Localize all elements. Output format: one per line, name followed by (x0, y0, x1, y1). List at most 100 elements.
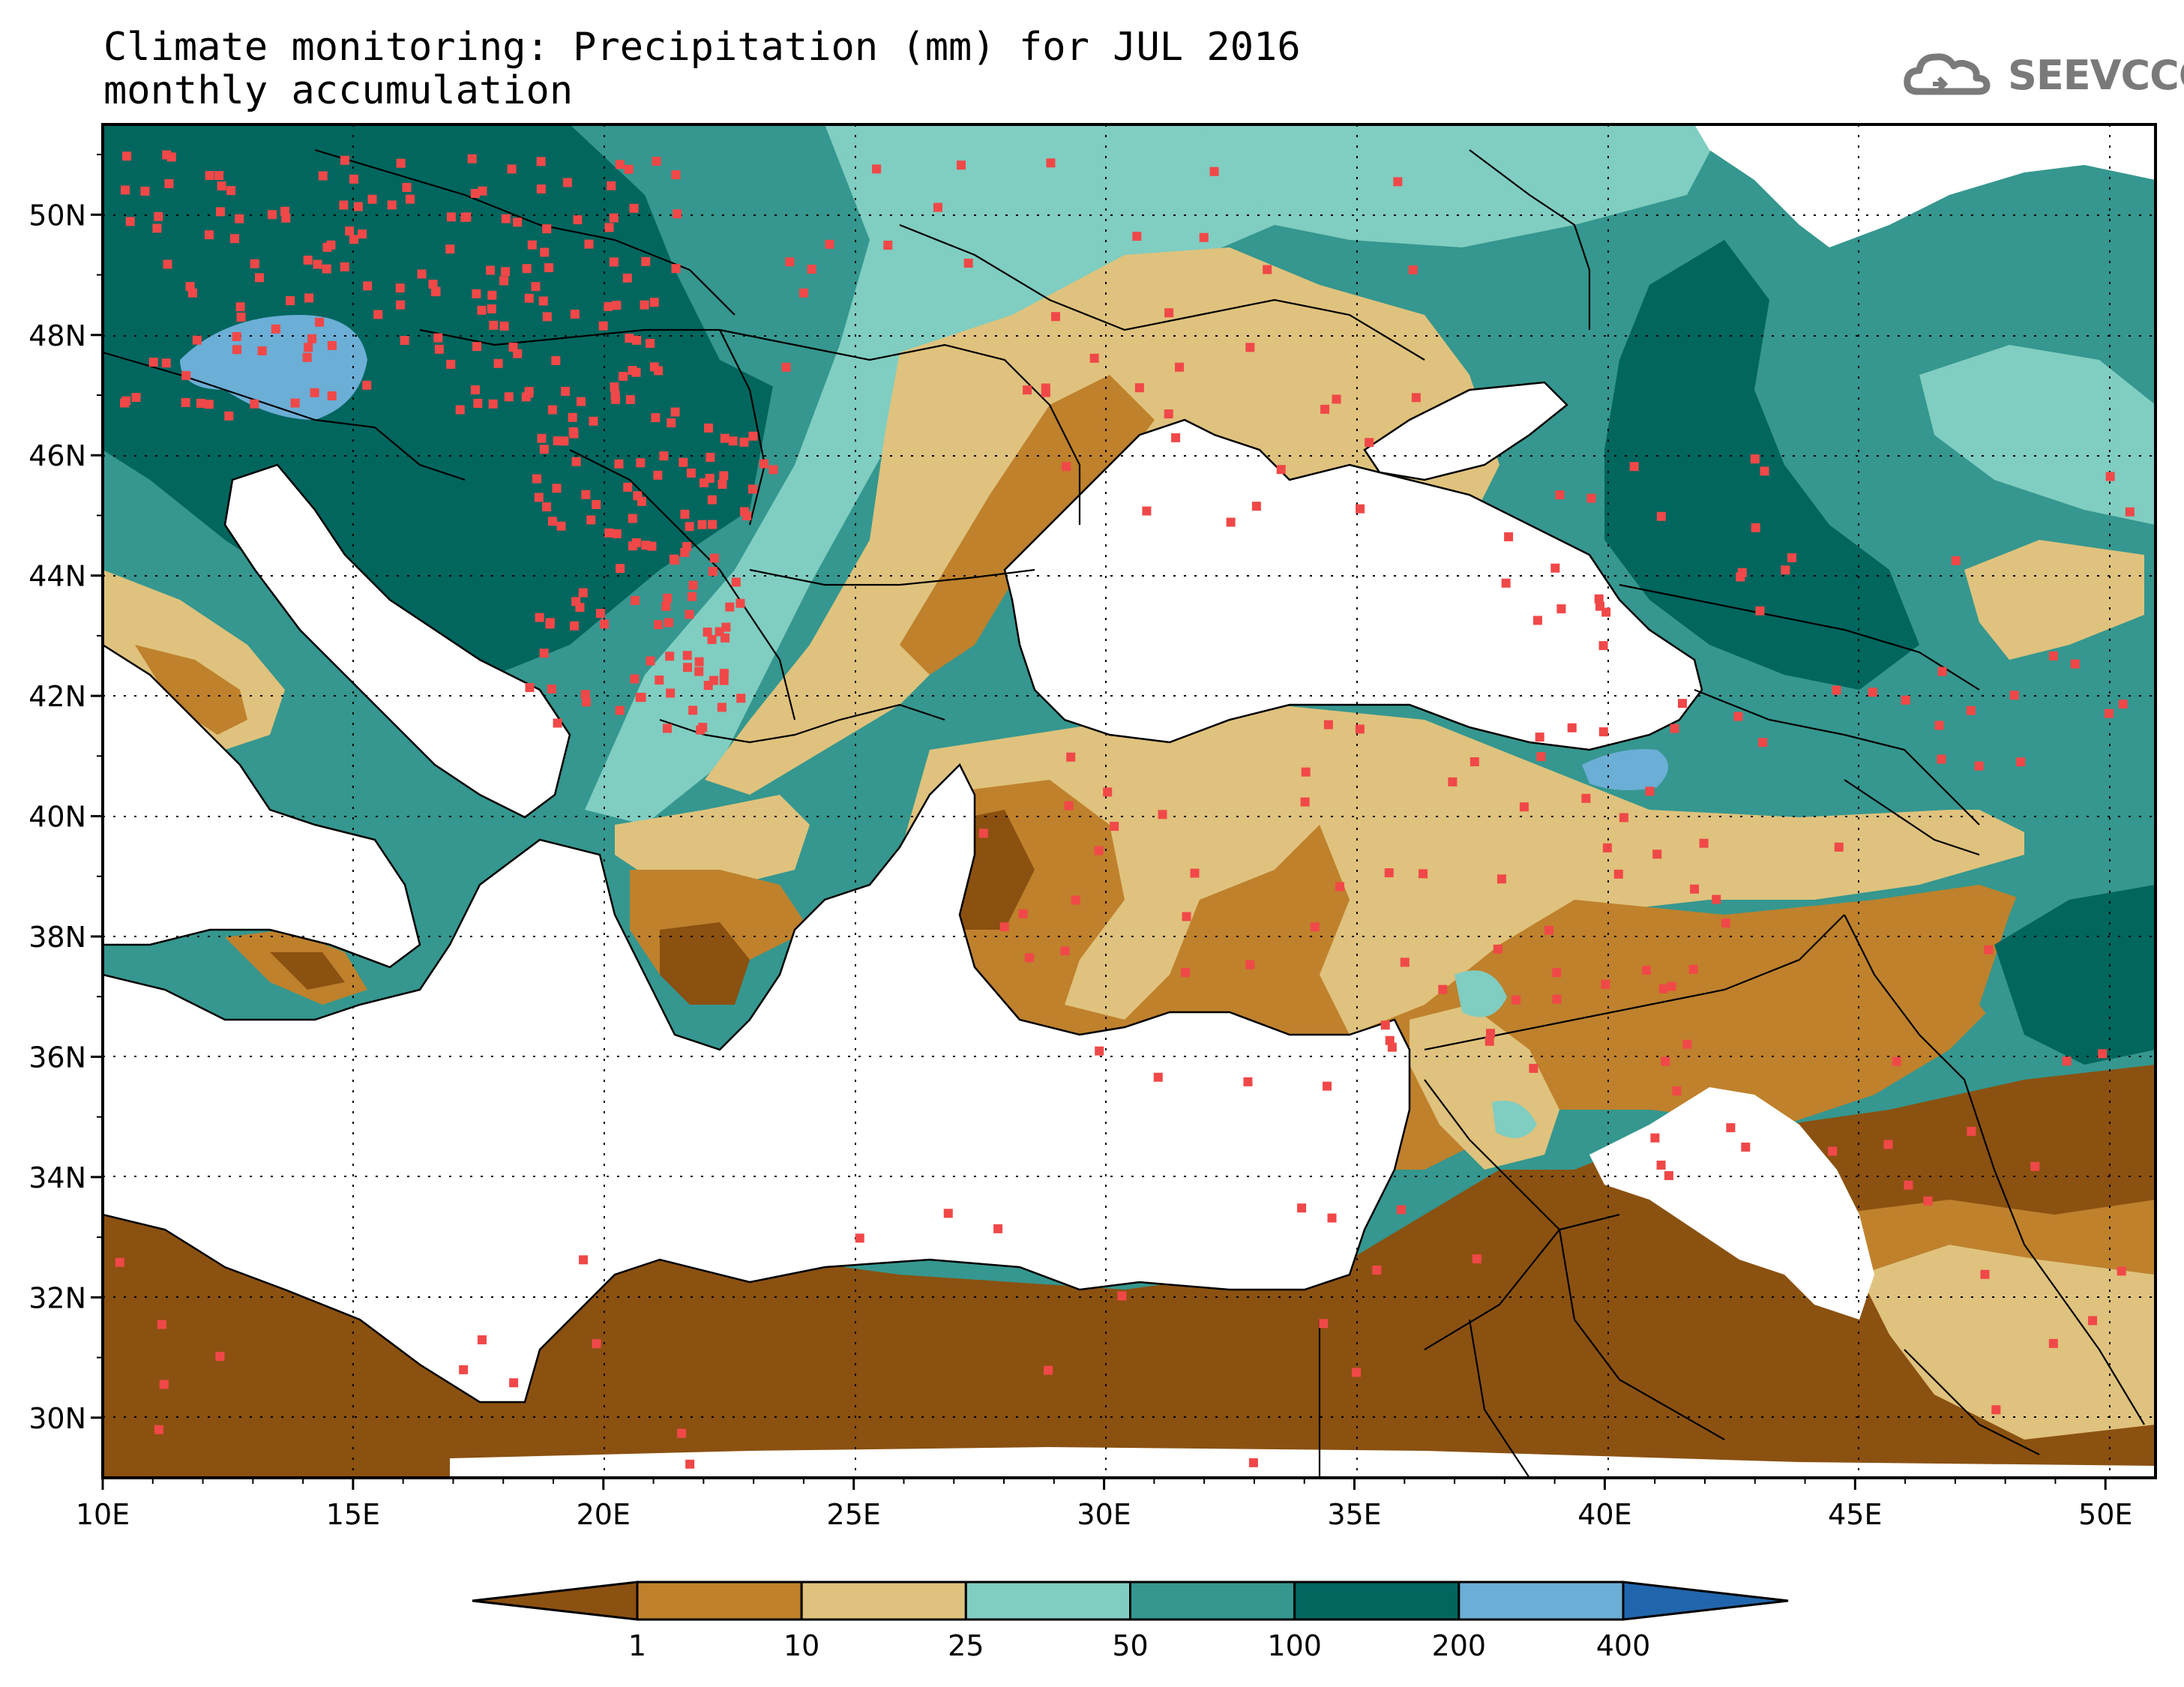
station-marker (1060, 946, 1070, 956)
station-marker (286, 296, 295, 306)
station-marker (303, 255, 313, 265)
station-marker (1352, 1368, 1362, 1377)
station-marker (467, 154, 477, 163)
station-marker (719, 676, 729, 685)
station-marker (250, 259, 259, 268)
station-marker (472, 289, 481, 298)
station-marker (304, 293, 314, 303)
station-marker (651, 413, 661, 423)
station-marker (1760, 466, 1769, 476)
station-marker (1670, 724, 1679, 733)
station-marker (1536, 752, 1546, 762)
station-marker (1967, 1126, 1976, 1136)
station-marker (1984, 945, 1994, 954)
station-marker (2104, 709, 2114, 718)
station-marker (235, 302, 245, 312)
station-marker (327, 340, 337, 350)
station-marker (1991, 1405, 2001, 1415)
station-marker (154, 211, 163, 221)
station-marker (318, 171, 328, 181)
station-marker (1733, 712, 1743, 721)
station-marker (536, 184, 546, 194)
station-marker (632, 335, 642, 345)
station-marker (472, 342, 482, 352)
lat-tick-label: 30N (28, 1402, 86, 1435)
colorbar-label: 1 (628, 1629, 646, 1662)
station-marker (659, 451, 669, 461)
station-marker (271, 324, 280, 334)
region-100-upper (570, 124, 900, 390)
lon-tick-label: 50E (2078, 1498, 2132, 1531)
station-marker (232, 345, 242, 355)
station-marker (1656, 511, 1666, 521)
station-marker (1041, 383, 1050, 393)
station-marker (748, 484, 758, 494)
station-marker (205, 171, 214, 181)
station-marker (1448, 777, 1457, 787)
station-marker (1937, 754, 1946, 764)
region-200-iran (1994, 885, 2156, 1065)
region-50-belt (585, 124, 1350, 825)
station-marker (1937, 667, 1947, 676)
station-marker (362, 380, 372, 390)
station-marker (1661, 1056, 1670, 1066)
station-marker (707, 634, 717, 644)
station-marker (2105, 472, 2115, 481)
station-marker (579, 1255, 589, 1265)
station-marker (157, 1320, 166, 1329)
station-marker (556, 521, 566, 531)
station-marker (1721, 918, 1730, 928)
no-data-west-africa (103, 990, 165, 1185)
station-marker (604, 223, 614, 232)
station-marker (785, 257, 795, 267)
station-marker (581, 490, 591, 499)
station-marker (581, 697, 591, 707)
map-frame (101, 123, 2157, 1479)
station-marker (666, 688, 676, 698)
station-marker (1496, 874, 1506, 884)
cloud-icon (1904, 53, 1991, 95)
station-marker (1484, 1036, 1494, 1046)
station-marker (573, 215, 583, 225)
colorbar-high-arrow (1622, 1581, 1789, 1621)
station-marker (1645, 787, 1655, 796)
station-marker (1690, 884, 1700, 894)
station-marker (214, 171, 224, 181)
station-marker (192, 335, 202, 345)
station-marker (1598, 641, 1608, 651)
station-marker (363, 281, 373, 291)
station-marker (493, 358, 503, 368)
seevccc-logo: SEEVCCC (1903, 48, 2184, 102)
station-marker (640, 300, 649, 310)
station-marker (1550, 563, 1560, 573)
station-marker (477, 1335, 487, 1344)
station-marker (720, 433, 729, 443)
station-marker (349, 235, 358, 244)
station-marker (1365, 438, 1374, 448)
station-marker (1832, 685, 1841, 695)
station-marker (538, 296, 548, 306)
station-marker (1980, 1269, 1990, 1279)
station-marker (163, 259, 172, 269)
station-marker (1567, 723, 1577, 733)
station-marker (477, 305, 487, 315)
station-marker (1519, 802, 1529, 812)
station-marker (544, 263, 554, 273)
station-marker (534, 493, 544, 502)
station-marker (1486, 1029, 1496, 1038)
station-marker (616, 564, 625, 574)
station-marker (688, 706, 698, 715)
station-marker (1555, 490, 1565, 500)
station-marker (1385, 1035, 1395, 1045)
station-marker (646, 656, 655, 666)
station-marker (629, 203, 639, 213)
station-marker (1532, 616, 1542, 625)
station-marker (445, 244, 455, 254)
station-marker (571, 457, 581, 466)
station-marker (1755, 606, 1765, 616)
station-marker (395, 283, 405, 293)
station-marker (1050, 312, 1060, 322)
station-marker (1175, 362, 1185, 372)
station-marker (507, 164, 517, 174)
station-marker (748, 431, 758, 441)
